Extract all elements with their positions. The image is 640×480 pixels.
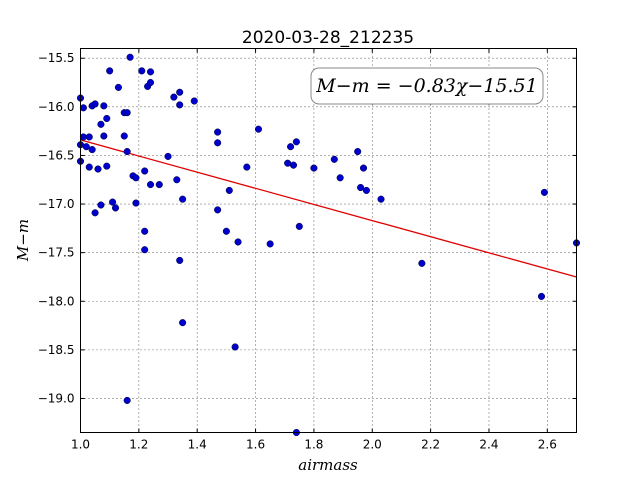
data-point xyxy=(231,343,239,351)
x-tick-label: 2.4 xyxy=(479,438,498,452)
data-point xyxy=(292,138,300,146)
data-point xyxy=(123,396,131,404)
data-point xyxy=(222,227,230,235)
data-point xyxy=(170,93,178,101)
data-point xyxy=(357,183,365,192)
y-tick-label: −17.5 xyxy=(38,246,75,260)
x-axis-label: airmass xyxy=(298,456,358,474)
data-point xyxy=(82,143,90,151)
data-point xyxy=(225,186,233,194)
plot-frame xyxy=(80,48,577,433)
data-point xyxy=(176,256,184,264)
data-point xyxy=(97,201,105,209)
grid xyxy=(80,48,577,433)
data-point xyxy=(79,104,87,112)
data-point xyxy=(123,147,131,156)
data-point xyxy=(336,174,344,182)
data-point xyxy=(243,163,251,171)
data-point xyxy=(214,206,222,214)
x-tick-label: 1.8 xyxy=(304,438,323,452)
data-point xyxy=(418,259,426,267)
data-point xyxy=(214,139,222,147)
data-point xyxy=(354,147,362,156)
plot-background xyxy=(80,48,577,433)
data-point xyxy=(100,102,108,110)
data-point xyxy=(138,67,146,75)
data-point xyxy=(141,227,149,235)
fit-line xyxy=(80,139,577,278)
x-tick-label: 1.4 xyxy=(188,438,207,452)
data-point xyxy=(103,114,111,123)
data-point xyxy=(173,176,181,184)
data-point xyxy=(141,246,149,254)
data-point xyxy=(132,199,140,207)
data-points xyxy=(76,53,581,437)
x-tick-label: 2.2 xyxy=(421,438,440,452)
data-point xyxy=(146,181,155,189)
x-tick-label: 1.6 xyxy=(246,438,265,452)
x-tick-label: 1.2 xyxy=(129,438,148,452)
x-tick-label: 2.0 xyxy=(363,438,382,452)
data-point xyxy=(537,292,546,300)
fit-line-group xyxy=(80,139,577,278)
data-point xyxy=(295,222,303,230)
data-point xyxy=(330,155,338,163)
data-point xyxy=(126,53,134,61)
data-point xyxy=(120,132,128,140)
y-tick-label: −15.5 xyxy=(38,51,75,65)
data-point xyxy=(155,181,163,189)
data-point xyxy=(176,88,184,96)
data-point xyxy=(176,101,184,109)
fit-annotation: M−m = −0.83χ−15.51 xyxy=(310,67,544,105)
y-axis-label: M−m xyxy=(14,219,32,262)
data-point xyxy=(190,97,198,105)
data-point xyxy=(146,78,155,87)
data-point xyxy=(91,209,99,217)
annotation-box xyxy=(310,67,544,105)
data-point xyxy=(109,198,117,206)
data-point xyxy=(85,133,93,141)
data-point xyxy=(234,238,242,246)
y-ticks: −15.5 −16.0 −16.5 −17.0 −17.5 −18.0 −18.5 −19.0 xyxy=(38,51,577,405)
data-point xyxy=(362,186,370,194)
data-point xyxy=(91,100,99,108)
data-point xyxy=(88,146,96,154)
data-point xyxy=(132,174,140,182)
data-point xyxy=(111,204,120,212)
y-tick-label: −19.0 xyxy=(38,391,75,405)
data-point xyxy=(114,83,122,91)
y-tick-label: −18.0 xyxy=(38,294,75,308)
y-tick-label: −17.0 xyxy=(38,197,75,211)
data-point xyxy=(164,152,172,160)
data-point xyxy=(289,161,298,169)
data-point xyxy=(97,120,105,128)
data-point xyxy=(85,163,93,171)
data-point xyxy=(103,162,111,170)
data-point xyxy=(359,164,368,172)
data-point xyxy=(254,125,263,133)
data-point xyxy=(214,128,222,136)
data-point xyxy=(377,195,385,203)
x-tick-label: 1.0 xyxy=(71,438,90,452)
data-point xyxy=(540,188,548,196)
data-point xyxy=(179,319,187,327)
data-point xyxy=(100,132,108,140)
data-point xyxy=(106,67,114,75)
y-tick-label: −18.5 xyxy=(38,343,75,357)
chart-title: 2020-03-28_212235 xyxy=(242,28,414,48)
data-point xyxy=(287,143,295,151)
data-point xyxy=(179,195,187,203)
data-point xyxy=(310,164,318,172)
x-tick-label: 2.6 xyxy=(538,438,557,452)
data-point xyxy=(146,68,155,76)
y-tick-label: −16.5 xyxy=(38,148,75,162)
annotation-text: M−m = −0.83χ−15.51 xyxy=(315,75,537,97)
data-point xyxy=(266,240,274,248)
data-point xyxy=(94,165,102,173)
y-tick-label: −16.0 xyxy=(38,100,75,114)
data-point xyxy=(141,167,149,175)
data-point xyxy=(123,109,131,117)
